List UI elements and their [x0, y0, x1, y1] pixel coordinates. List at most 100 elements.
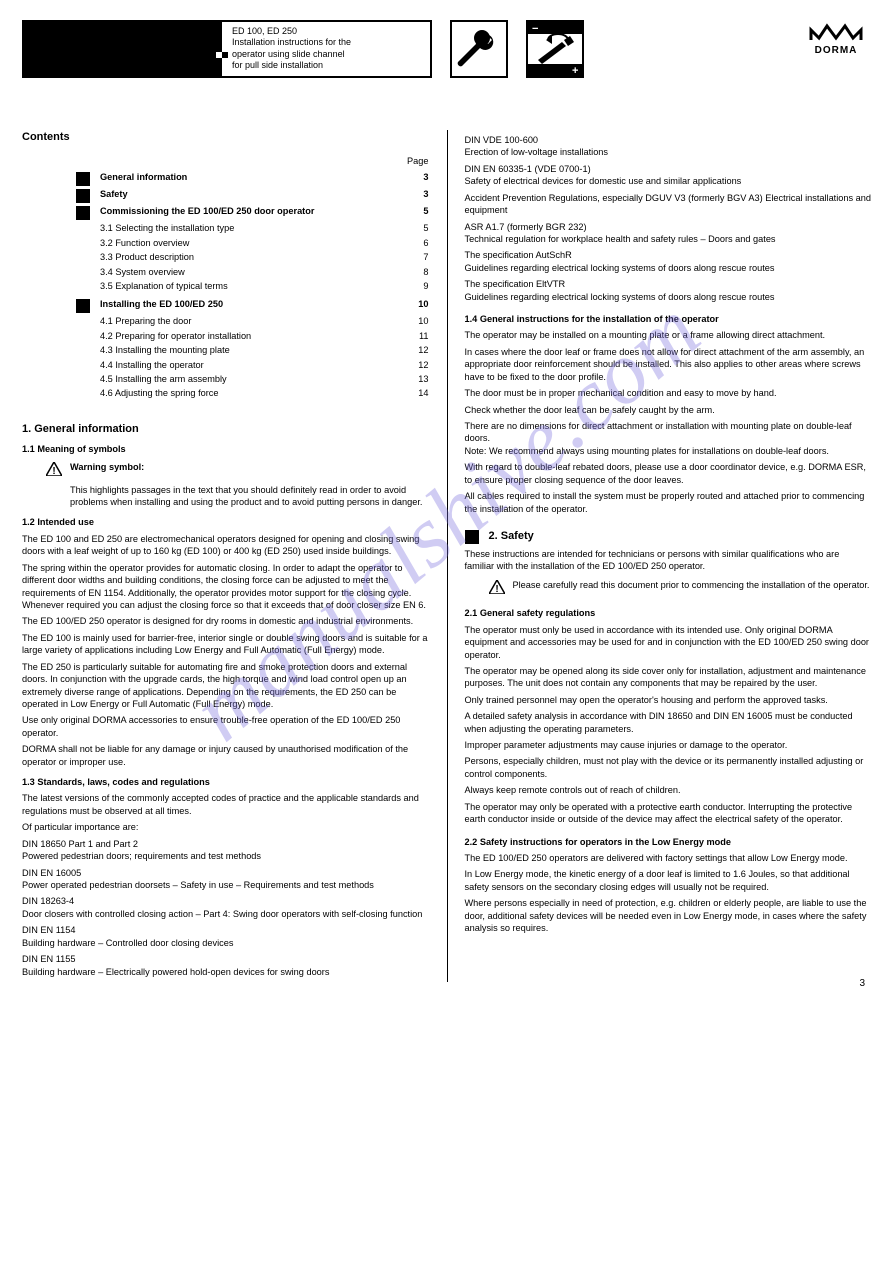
list-item: The door must be in proper mechanical co… — [465, 387, 872, 399]
body-text: Only trained personnel may open the oper… — [465, 694, 872, 706]
toc-label: Commissioning the ED 100/ED 250 door ope… — [100, 205, 401, 217]
list-item: With regard to double-leaf rebated doors… — [465, 461, 872, 486]
list-item: DIN EN 16005 Power operated pedestrian d… — [22, 867, 429, 892]
toc-label: Safety — [100, 188, 401, 200]
toc-sub: 4.6 Adjusting the spring force14 — [100, 387, 429, 399]
section-1-2-heading: 1.2 Intended use — [22, 516, 429, 528]
svg-text:+: + — [572, 65, 578, 76]
toc-sub: 3.5 Explanation of typical terms9 — [100, 280, 429, 292]
section-1-3-heading: 1.3 Standards, laws, codes and regulatio… — [22, 776, 429, 788]
toc-item: Commissioning the ED 100/ED 250 door ope… — [76, 205, 429, 220]
toc-sub-pg: 10 — [401, 315, 429, 327]
section-2-2-heading: 2.2 Safety instructions for operators in… — [465, 836, 872, 848]
body-text: The operator must only be used in accord… — [465, 624, 872, 661]
body-text: A detailed safety analysis in accordance… — [465, 710, 872, 735]
list-item: DIN 18650 Part 1 and Part 2 Powered pede… — [22, 838, 429, 863]
list-item: The operator may be installed on a mount… — [465, 329, 872, 341]
toc-sub-label: 4.4 Installing the operator — [100, 359, 401, 371]
body-text: DORMA shall not be liable for any damage… — [22, 743, 429, 768]
toc-page: 3 — [401, 188, 429, 200]
toc-item: General information 3 — [76, 171, 429, 186]
body-text: Always keep remote controls out of reach… — [465, 784, 872, 796]
adjust-icon: − + — [526, 20, 584, 78]
warning-row: ! Warning symbol: — [46, 461, 429, 479]
toc-label: General information — [100, 171, 401, 183]
toc-sub-pg: 7 — [401, 251, 429, 263]
toc-page: 10 — [401, 298, 429, 310]
body-text: The ED 100 and ED 250 are electromechani… — [22, 533, 429, 558]
body-text: The ED 100 is mainly used for barrier-fr… — [22, 632, 429, 657]
toc-sub: 4.3 Installing the mounting plate12 — [100, 344, 429, 356]
page-number: 3 — [859, 977, 865, 990]
content-columns: Contents Page General information 3 Safe… — [22, 130, 871, 982]
list-item: DIN VDE 100-600 Erection of low-voltage … — [465, 134, 872, 159]
body-text: Persons, especially children, must not p… — [465, 755, 872, 780]
list-item: There are no dimensions for direct attac… — [465, 420, 872, 457]
toc-sub: 3.3 Product description7 — [100, 251, 429, 263]
body-text: Of particular importance are: — [22, 821, 429, 833]
section-square-icon — [465, 530, 479, 544]
warn-label-text: Warning symbol: — [70, 462, 144, 472]
toc-sub-pg: 8 — [401, 266, 429, 278]
toc-sub-label: 3.5 Explanation of typical terms — [100, 280, 401, 292]
list-item: The specification AutSchR Guidelines reg… — [465, 249, 872, 274]
toc-item: Safety 3 — [76, 188, 429, 203]
toc-sub-pg: 14 — [401, 387, 429, 399]
header-row: ED 100, ED 250 Installation instructions… — [22, 20, 871, 80]
contents-heading: Contents — [22, 130, 429, 145]
toc-sub: 4.5 Installing the arm assembly13 — [100, 373, 429, 385]
list-item: ASR A1.7 (formerly BGR 232) Technical re… — [465, 221, 872, 246]
toc-sub-label: 3.1 Selecting the installation type — [100, 222, 401, 234]
toc-square-icon — [76, 172, 90, 186]
toc-sub-label: 3.4 System overview — [100, 266, 401, 278]
toc-sub-pg: 9 — [401, 280, 429, 292]
toc-page: 5 — [401, 205, 429, 217]
list-item: In cases where the door leaf or frame do… — [465, 346, 872, 383]
svg-text:−: − — [532, 23, 538, 35]
list-item: Accident Prevention Regulations, especia… — [465, 192, 872, 217]
svg-text:!: ! — [495, 584, 498, 594]
toc-square-icon — [76, 189, 90, 203]
toc-sub-label: 4.1 Preparing the door — [100, 315, 401, 327]
toc-sub-label: 4.6 Adjusting the spring force — [100, 387, 401, 399]
toc-sub-label: 4.5 Installing the arm assembly — [100, 373, 401, 385]
svg-text:!: ! — [52, 466, 55, 476]
body-text: Where persons especially in need of prot… — [465, 897, 872, 934]
section-2-heading: 2. Safety — [489, 529, 534, 544]
toc-sub-pg: 12 — [401, 344, 429, 356]
body-text: The operator may only be operated with a… — [465, 801, 872, 826]
warning-icon: ! — [46, 462, 62, 479]
list-item: DIN EN 1154 Building hardware – Controll… — [22, 924, 429, 949]
section-1-1-heading: 1.1 Meaning of symbols — [22, 443, 429, 455]
toc-sub-pg: 6 — [401, 237, 429, 249]
brand-logo: DORMA — [801, 20, 871, 57]
toc-square-icon — [76, 206, 90, 220]
toc-sub-label: 4.3 Installing the mounting plate — [100, 344, 401, 356]
warning-row: ! Please carefully read this document pr… — [489, 579, 872, 597]
product-title-box: ED 100, ED 250 Installation instructions… — [222, 20, 432, 78]
body-text: Use only original DORMA accessories to e… — [22, 714, 429, 739]
list-item: DIN 18263-4 Door closers with controlled… — [22, 895, 429, 920]
body-text: The spring within the operator provides … — [22, 562, 429, 612]
section-2-1-heading: 2.1 General safety regulations — [465, 607, 872, 619]
list-item: All cables required to install the syste… — [465, 490, 872, 515]
section-1-heading: 1. General information — [22, 422, 429, 437]
warning-label: Warning symbol: — [70, 461, 144, 473]
body-text: These instructions are intended for tech… — [465, 548, 872, 573]
toc-sub: 3.2 Function overview6 — [100, 237, 429, 249]
toc-square-icon — [76, 299, 90, 313]
toc-sub-label: 3.3 Product description — [100, 251, 401, 263]
brand-logo-text: DORMA — [801, 44, 871, 57]
toc-sub-pg: 5 — [401, 222, 429, 234]
toc-sub-label: 4.2 Preparing for operator installation — [100, 330, 401, 342]
toc-sub: 4.2 Preparing for operator installation1… — [100, 330, 429, 342]
list-item: DIN EN 60335-1 (VDE 0700-1) Safety of el… — [465, 163, 872, 188]
body-text: The latest versions of the commonly acce… — [22, 792, 429, 817]
toc-sub: 3.1 Selecting the installation type5 — [100, 222, 429, 234]
header-notch — [216, 46, 228, 58]
body-text: This highlights passages in the text tha… — [70, 484, 429, 509]
toc-sub: 4.4 Installing the operator12 — [100, 359, 429, 371]
product-title-text: ED 100, ED 250 Installation instructions… — [232, 26, 420, 71]
column-divider — [447, 130, 448, 982]
toc-sub-pg: 12 — [401, 359, 429, 371]
